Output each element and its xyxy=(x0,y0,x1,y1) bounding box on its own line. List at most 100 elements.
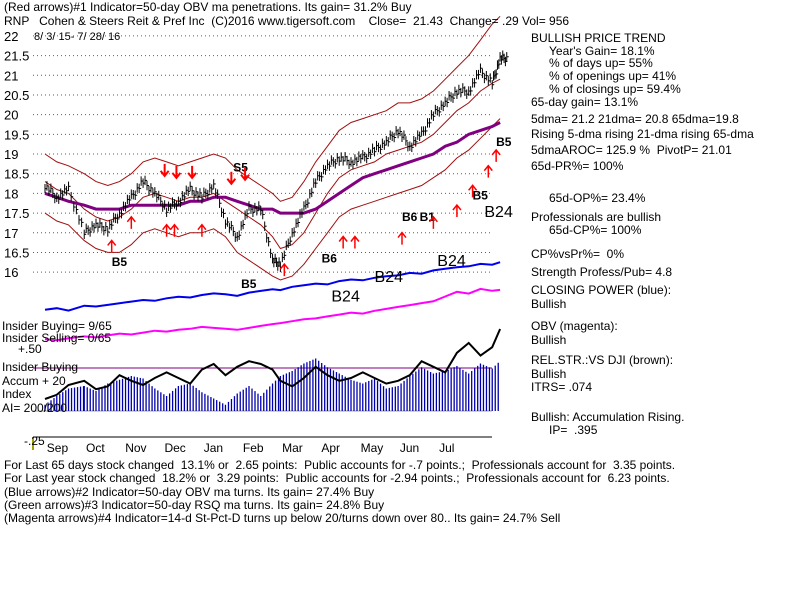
accum-line: Bullish: Accumulation Rising. xyxy=(531,410,685,424)
footer-line: (Magenta arrows)#4 Indicator=14-d St-Pct… xyxy=(4,511,561,525)
y-tick-label: 16 xyxy=(4,265,18,280)
y-tick-label: 20.5 xyxy=(4,88,29,103)
buy-arrow xyxy=(468,184,478,198)
footer-line: For Last 65 days stock changed 13.1% or … xyxy=(4,458,676,472)
insider-buying: Insider Buying= 9/65 xyxy=(2,319,112,333)
buy-arrow xyxy=(452,203,462,218)
panel-op-line: 65d-OP%= 23.4% xyxy=(549,191,646,205)
insider-buying-2: Insider Buying xyxy=(2,360,79,374)
panel-cp-line: 65d-CP%= 100% xyxy=(549,223,642,237)
buy-arrow xyxy=(126,215,136,229)
panel-cpvs-line: CP%vsPr%= 0% xyxy=(531,247,625,261)
signal-label: B5 xyxy=(112,255,128,269)
signal-label: B24 xyxy=(484,204,513,221)
y-tick-label: 21 xyxy=(4,68,18,83)
sell-arrow xyxy=(187,165,197,180)
panel-strength-line: Strength Profess/Pub= 4.8 xyxy=(531,265,673,279)
panel-prof-line: Professionals are bullish xyxy=(531,210,662,224)
closing-power-label: CLOSING POWER (blue): xyxy=(531,283,672,297)
relstr-label: REL.STR.:VS DJI (brown): xyxy=(531,353,674,367)
panel-title: BULLISH PRICE TREND xyxy=(531,31,666,45)
y-tick-label: 18.5 xyxy=(4,167,29,182)
buy-arrow xyxy=(483,164,493,178)
obv-line xyxy=(44,287,501,342)
x-tick-label: May xyxy=(361,441,384,455)
header-line1: (Red arrows)#1 Indicator=50-day OBV ma p… xyxy=(4,0,412,14)
buy-arrow xyxy=(491,148,501,162)
buy-arrow xyxy=(197,223,207,237)
obv-label: OBV (magenta): xyxy=(531,319,618,333)
y-tick-label: 17 xyxy=(4,226,18,241)
panel-line: % of closings up= 59.4% xyxy=(549,82,681,96)
y-tick-label: 16.5 xyxy=(4,245,29,260)
upper-band-line xyxy=(44,15,501,202)
signal-label: B6 xyxy=(402,210,418,224)
x-tick-label: Sep xyxy=(47,441,69,455)
buy-arrow xyxy=(169,223,180,237)
ma21-line xyxy=(44,78,501,250)
y-tick-label: 19.5 xyxy=(4,127,29,142)
signal-label: B5 xyxy=(241,277,257,291)
ai-label: AI= 200/200 xyxy=(2,401,68,415)
relstr-line xyxy=(44,328,502,400)
ma65-line xyxy=(44,121,501,215)
itrs-line: ITRS= .074 xyxy=(531,380,593,394)
header-line2: RNP Cohen & Steers Reit & Pref Inc (C)20… xyxy=(4,14,570,28)
y-tick-label: 21.5 xyxy=(4,49,29,64)
date-range: 8/ 3/ 15- 7/ 28/ 16 xyxy=(34,31,121,43)
sell-arrow xyxy=(159,163,170,178)
signal-label: B24 xyxy=(437,253,466,270)
x-tick-label: Nov xyxy=(125,441,146,455)
closing-power-line xyxy=(44,261,501,312)
footer-line: (Green arrows)#3 Indicator=50-day RSQ ma… xyxy=(4,498,385,512)
y-tick-label: 18 xyxy=(4,186,18,201)
sell-arrow xyxy=(171,165,182,180)
y-tick-label: 17.5 xyxy=(4,206,29,221)
signal-label: B5 xyxy=(473,188,489,202)
x-tick-label: Mar xyxy=(282,441,303,455)
panel-line: 65-day gain= 13.1% xyxy=(531,95,639,109)
insider-selling: Insider Selling= 0/65 xyxy=(2,331,112,345)
sell-arrow xyxy=(240,167,250,182)
buy-arrow xyxy=(397,231,407,245)
x-tick-label: Jul xyxy=(439,441,454,455)
panel-rising-line: Rising 5-dma rising 21-dma rising 65-dma xyxy=(531,127,754,141)
x-tick-label: Oct xyxy=(86,441,105,455)
obv-value: Bullish xyxy=(531,333,567,347)
buy-arrow xyxy=(162,223,172,237)
y-tick-label: 20 xyxy=(4,108,18,123)
signal-label: B24 xyxy=(331,289,360,306)
buy-arrow xyxy=(350,235,360,249)
ip-line: IP= .395 xyxy=(549,423,598,437)
minus25-label: -.25 xyxy=(24,434,45,448)
relstr-value: Bullish xyxy=(531,367,567,381)
panel-aroc-line: 5dmaAROC= 125.9 % PivotP= 21.01 xyxy=(531,143,732,157)
y-tick-label: 22 xyxy=(4,29,18,44)
y-tick-label: 19 xyxy=(4,147,18,162)
index-label: Index xyxy=(2,387,32,401)
x-tick-label: Feb xyxy=(243,441,264,455)
accum-label: Accum + 20 xyxy=(2,374,66,388)
panel-line: % of openings up= 41% xyxy=(549,69,677,83)
panel-line: % of days up= 55% xyxy=(549,56,653,70)
panel-pr-line: 65d-PR%= 100% xyxy=(531,159,624,173)
buy-arrow xyxy=(428,215,438,229)
lower-band-line xyxy=(44,118,501,281)
sell-arrow xyxy=(226,171,237,186)
plus50-label: +.50 xyxy=(18,342,42,356)
panel-ma-line: 5dma= 21.2 21dma= 20.8 65dma=19.8 xyxy=(531,112,739,126)
signal-label: B5 xyxy=(496,135,512,149)
footer-line: (Blue arrows)#2 Indicator=50-day OBV ma … xyxy=(4,485,375,499)
buy-arrow xyxy=(279,262,289,277)
signal-label: B6 xyxy=(322,251,338,265)
closing-power-value: Bullish xyxy=(531,297,567,311)
signal-label: B24 xyxy=(375,269,404,286)
x-tick-label: Jan xyxy=(204,441,223,455)
x-tick-label: Jun xyxy=(400,441,419,455)
footer-line: For Last year stock changed 18.2% or 3.2… xyxy=(4,471,670,485)
panel-line: Year's Gain= 18.1% xyxy=(549,44,655,58)
buy-arrow xyxy=(107,239,117,253)
buy-arrow xyxy=(338,235,348,249)
